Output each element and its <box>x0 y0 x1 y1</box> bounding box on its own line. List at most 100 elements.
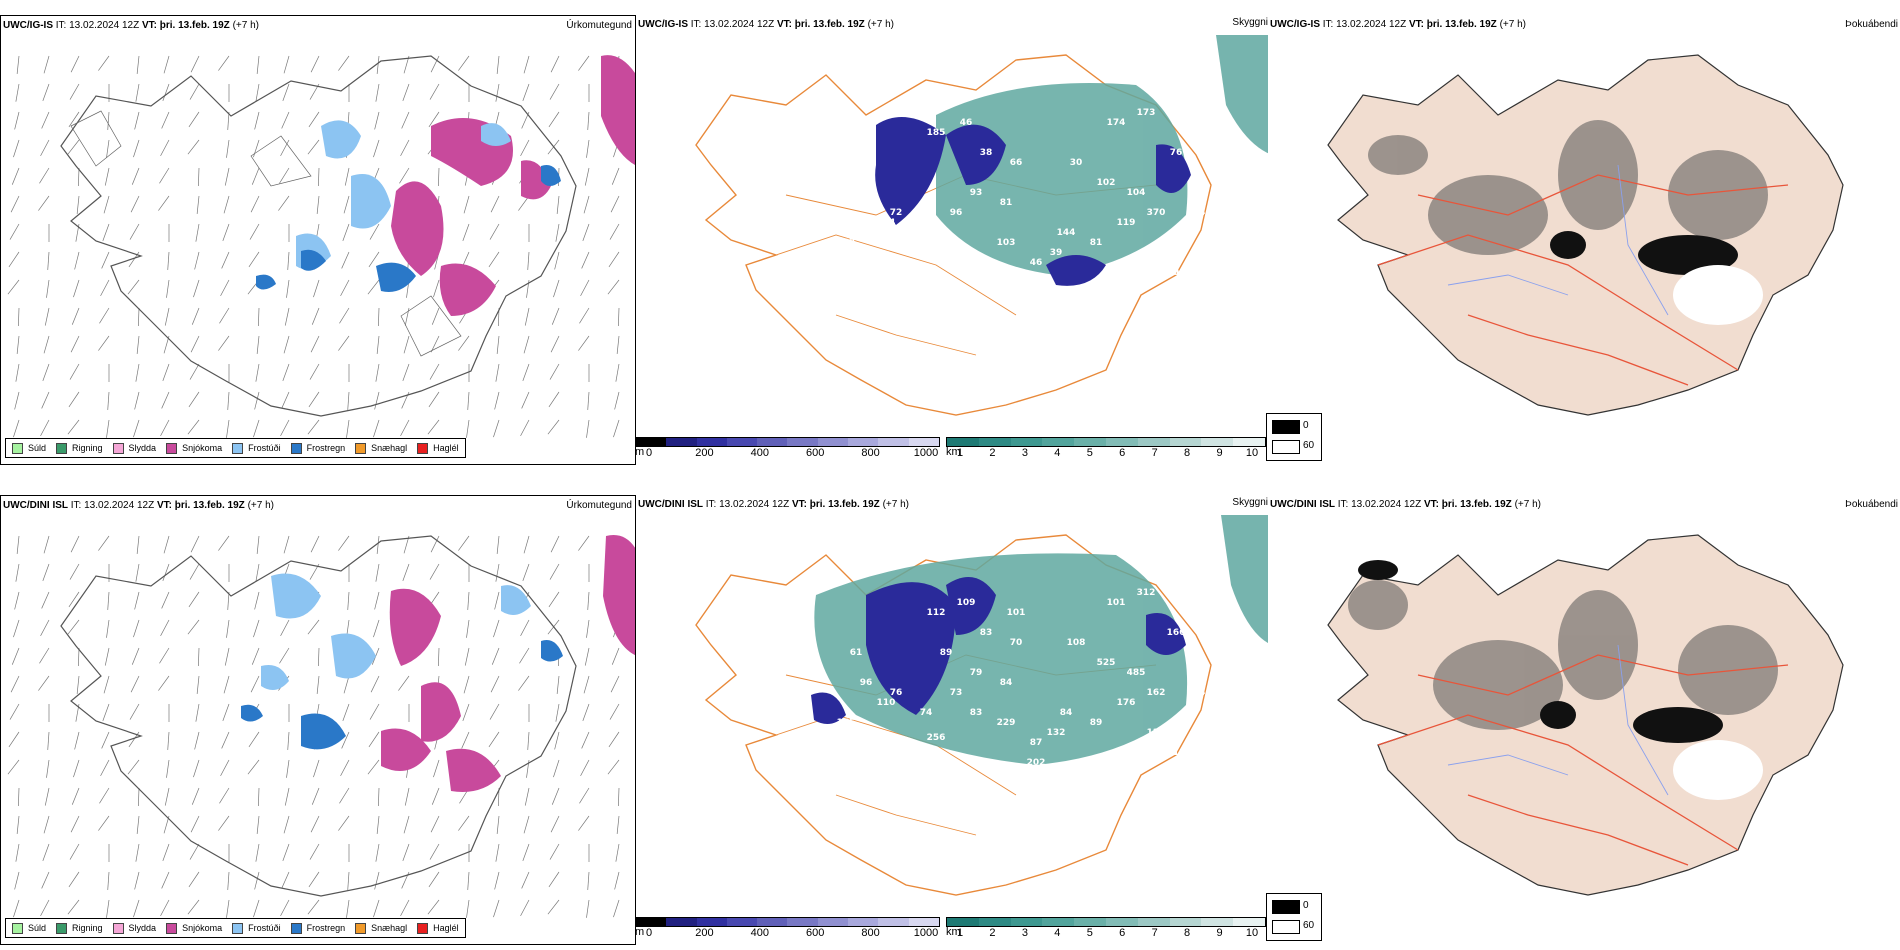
wind-barb <box>583 675 590 694</box>
wind-barb <box>195 703 200 722</box>
wind-barb <box>188 391 200 408</box>
legend-item-sleet: Slydda <box>112 922 156 934</box>
cloud-base-label: 312 <box>1137 588 1156 598</box>
wind-barb <box>248 251 260 268</box>
wind-barb <box>458 535 470 551</box>
wind-barb <box>15 563 20 582</box>
colorbar-tick-label: 800 <box>861 447 880 459</box>
wind-barb <box>43 815 50 834</box>
legend-label: Súld <box>28 923 47 933</box>
wind-barb <box>608 251 620 268</box>
model-name: UWC/IG-IS <box>638 19 688 30</box>
wind-barb <box>344 167 350 186</box>
wind-barb <box>342 703 350 722</box>
it-label: IT: <box>690 19 702 30</box>
cloud-base-label: 93 <box>970 188 983 198</box>
wind-barb <box>404 787 410 806</box>
wind-barb <box>136 815 140 834</box>
colorbar-cell <box>787 438 818 446</box>
wind-barb <box>103 195 110 214</box>
it-label: IT: <box>705 499 717 510</box>
wind-barb <box>73 279 80 298</box>
wind-barb <box>283 815 290 834</box>
cloud-base-label: 119 <box>1117 218 1136 228</box>
wind-barb <box>282 363 290 382</box>
legend-swatch <box>290 442 302 454</box>
colorbar-tick-label: 2 <box>989 927 996 939</box>
wind-barb <box>495 563 500 582</box>
wind-barb <box>493 899 500 918</box>
wind-barb <box>129 223 140 240</box>
wind-barb <box>338 815 350 831</box>
wind-barb <box>375 83 380 102</box>
wind-barb <box>341 251 350 269</box>
wind-barb <box>311 307 320 325</box>
wind-barb <box>403 815 410 834</box>
colorbar-cell <box>1169 918 1202 926</box>
colorbar-cell <box>1169 438 1202 446</box>
wind-barb <box>107 871 110 890</box>
cloud-base-label: 131 <box>877 738 896 748</box>
wind-barb <box>586 419 590 438</box>
fog-map <box>1327 534 1844 896</box>
cloud-base-label: 30 <box>1070 158 1083 168</box>
wind-barb <box>463 675 470 694</box>
wind-barb <box>191 787 200 805</box>
wind-barb <box>187 139 200 155</box>
wind-barb <box>68 111 80 128</box>
cloud-base-label: 119 <box>1027 278 1046 288</box>
cloud-base-label: 174 <box>1107 118 1126 128</box>
wind-barb <box>253 899 260 918</box>
wind-barb <box>548 391 560 408</box>
wind-barb <box>189 83 200 100</box>
wind-barb <box>219 307 230 324</box>
legend-label: Haglél <box>433 443 459 453</box>
fog-legend-row1: 0 60 <box>1266 413 1322 461</box>
wind-barb <box>584 647 590 666</box>
colorbar-cell <box>1010 918 1043 926</box>
legend-label: Frostregn <box>306 443 346 453</box>
wind-barb <box>343 675 350 694</box>
wind-barb <box>100 759 110 777</box>
wind-barb <box>68 391 80 408</box>
cloud-title: Skyggni <box>1232 497 1268 508</box>
colorbar-cell <box>1074 918 1106 926</box>
colorbar-tick-label: 5 <box>1086 927 1093 939</box>
wind-barb <box>39 647 50 664</box>
colorbar-tick-label: 9 <box>1216 927 1223 939</box>
fog-legend-bottom: 60 <box>1303 440 1315 451</box>
wind-barb <box>282 83 290 102</box>
wind-barb <box>40 899 50 917</box>
wind-barb <box>99 787 110 804</box>
colorbar-tick-label: 600 <box>806 927 825 939</box>
wind-barb <box>100 279 110 297</box>
cloud-base-label: 154 <box>1187 208 1206 218</box>
colorbar-cell <box>978 438 1011 446</box>
colorbar-tick-label: 1 <box>956 927 964 939</box>
wind-barb <box>522 83 530 102</box>
cloud-base-label: 129 <box>1147 728 1166 738</box>
legend-label: Haglél <box>433 923 459 933</box>
wind-barb <box>287 251 290 270</box>
wind-barb <box>609 703 620 720</box>
ptype-panel-row1: UWC/IG-IS IT: 13.02.2024 12Z VT: þri. 13… <box>0 15 636 465</box>
colorbar-cell <box>1137 918 1170 926</box>
colorbar-m-unit: m <box>635 446 645 458</box>
legend-swatch <box>12 442 23 454</box>
colorbar-cell <box>1201 918 1234 926</box>
colorbar-tick-label: 0 <box>645 447 653 459</box>
wind-barb <box>608 731 620 748</box>
wind-barb <box>369 703 380 720</box>
cloud-base-label: 96 <box>950 208 963 218</box>
cloud-base-label: 72 <box>890 208 903 218</box>
wind-barb <box>584 167 590 186</box>
wind-barb <box>280 619 290 637</box>
colorbar-tick-label: 800 <box>861 927 880 939</box>
wind-barb <box>343 195 350 214</box>
colorbar-tick-label: 1 <box>956 447 964 459</box>
wind-barb <box>458 55 470 71</box>
cloud-base-label: 144 <box>1057 228 1076 238</box>
colorbar-cell <box>1233 918 1265 926</box>
wind-barb <box>287 731 290 750</box>
cloud-base-label: 100 <box>847 168 866 178</box>
